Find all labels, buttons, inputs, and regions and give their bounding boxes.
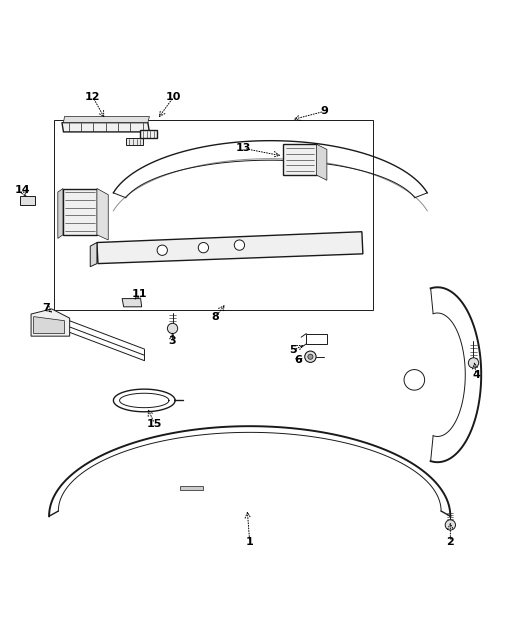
Polygon shape <box>63 188 97 235</box>
Text: 13: 13 <box>236 143 251 153</box>
Circle shape <box>469 357 478 368</box>
Polygon shape <box>90 242 97 267</box>
Circle shape <box>445 520 456 530</box>
Polygon shape <box>62 123 149 132</box>
Text: 5: 5 <box>290 345 297 355</box>
Polygon shape <box>317 144 327 180</box>
Circle shape <box>404 369 425 390</box>
Polygon shape <box>31 309 70 336</box>
Polygon shape <box>20 196 35 205</box>
Text: 9: 9 <box>320 106 328 116</box>
Polygon shape <box>140 130 157 138</box>
Text: 10: 10 <box>166 92 181 102</box>
Circle shape <box>308 354 313 359</box>
Polygon shape <box>34 317 64 334</box>
Polygon shape <box>58 188 63 239</box>
Polygon shape <box>97 232 363 264</box>
Text: 2: 2 <box>447 537 454 547</box>
Text: 15: 15 <box>147 419 162 429</box>
Text: 6: 6 <box>295 356 303 366</box>
Polygon shape <box>122 299 141 307</box>
Polygon shape <box>97 188 108 240</box>
Text: 7: 7 <box>43 303 50 313</box>
Polygon shape <box>180 486 203 491</box>
Polygon shape <box>63 116 149 123</box>
Text: 3: 3 <box>168 336 176 346</box>
Circle shape <box>157 245 167 255</box>
Polygon shape <box>283 144 317 175</box>
Circle shape <box>198 242 209 253</box>
Text: 14: 14 <box>15 185 30 195</box>
Text: 8: 8 <box>211 312 219 322</box>
Circle shape <box>167 323 178 334</box>
Text: 12: 12 <box>85 92 100 102</box>
Text: 1: 1 <box>246 537 254 547</box>
Polygon shape <box>126 138 142 145</box>
Text: 11: 11 <box>132 289 147 299</box>
Circle shape <box>235 240 244 250</box>
Text: 4: 4 <box>472 370 480 380</box>
Circle shape <box>305 351 316 362</box>
